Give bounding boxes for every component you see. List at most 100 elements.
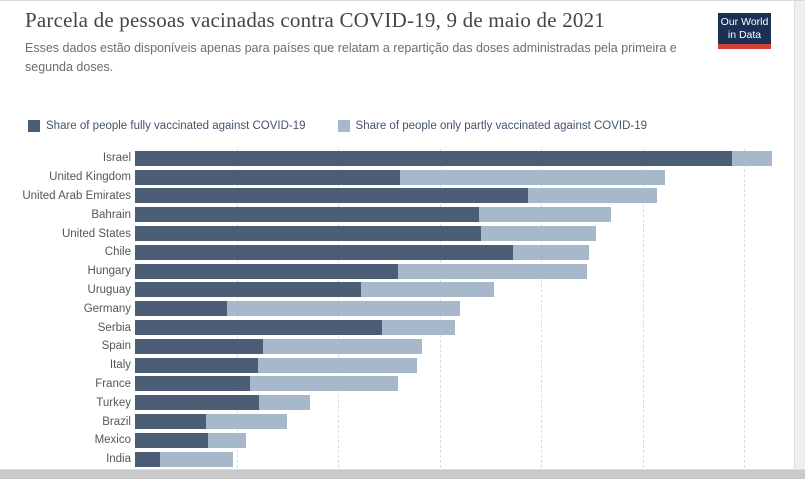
bar-fully-segment[interactable] (135, 244, 513, 260)
chart-row: Brazil (0, 412, 791, 431)
bar-group (135, 338, 423, 354)
country-label: Serbia (97, 321, 131, 334)
chart-row: Spain (0, 337, 791, 356)
owid-logo-line2: in Data (727, 28, 762, 41)
page-subtitle: Esses dados estão disponíveis apenas par… (25, 41, 677, 75)
country-label: Germany (83, 302, 131, 315)
bar-fully-segment[interactable] (135, 320, 382, 336)
bar-group (135, 263, 587, 279)
bar-fully-segment[interactable] (135, 376, 250, 392)
country-label: United Kingdom (49, 171, 131, 184)
bar-fully-segment[interactable] (135, 301, 228, 317)
gridline (541, 149, 542, 468)
bar-group (135, 432, 246, 448)
chart-row: Chile (0, 243, 791, 262)
gridline (642, 149, 644, 468)
bar-group (135, 282, 495, 298)
chart-row: Serbia (0, 318, 791, 337)
country-label: Israel (102, 152, 131, 165)
country-label: United Arab Emirates (22, 189, 131, 202)
bar-chart: Israel United Kingdom United Arab Emirat… (0, 149, 791, 470)
legend-swatch-icon (337, 120, 350, 132)
chart-row: Italy (0, 356, 791, 375)
legend-item-label: Share of people only partly vaccinated a… (355, 120, 648, 132)
bar-partly-segment[interactable] (160, 451, 234, 467)
bar-group (135, 414, 288, 430)
legend-swatch-icon (28, 120, 40, 132)
bar-partly-segment[interactable] (257, 357, 418, 373)
bar-fully-segment[interactable] (135, 263, 398, 279)
vertical-scrollbar[interactable] (794, 1, 805, 470)
bar-partly-segment[interactable] (249, 376, 398, 392)
country-label: Hungary (87, 265, 131, 278)
chart-row: France (0, 375, 791, 394)
chart-row: Uruguay (0, 281, 791, 300)
bar-fully-segment[interactable] (135, 188, 528, 204)
chart-row: Hungary (0, 262, 791, 281)
chart-rows: Israel United Kingdom United Arab Emirat… (0, 149, 791, 469)
legend-item: Share of people fully vaccinated against… (28, 120, 306, 132)
bar-partly-segment[interactable] (258, 395, 310, 411)
chart-row: India (0, 450, 791, 469)
chart-row: United Kingdom (0, 168, 791, 187)
bar-partly-segment[interactable] (512, 244, 589, 260)
bar-group (135, 169, 665, 185)
chart-row: Israel (0, 149, 791, 168)
bar-partly-segment[interactable] (208, 432, 246, 448)
legend-item: Share of people only partly vaccinated a… (337, 120, 648, 132)
chart-row: Bahrain (0, 205, 791, 224)
legend-item-label: Share of people fully vaccinated against… (46, 120, 306, 132)
chart-row: Mexico (0, 431, 791, 450)
bar-fully-segment[interactable] (135, 451, 161, 467)
bar-fully-segment[interactable] (135, 432, 209, 448)
bar-partly-segment[interactable] (227, 301, 460, 317)
bar-group (135, 226, 596, 242)
bar-partly-segment[interactable] (731, 150, 773, 166)
bar-partly-segment[interactable] (397, 263, 587, 279)
horizontal-scrollbar[interactable] (0, 469, 805, 479)
bar-group (135, 188, 657, 204)
page-title: Parcela de pessoas vacinadas contra COVI… (25, 8, 605, 32)
bar-fully-segment[interactable] (135, 414, 207, 430)
country-label: Spain (101, 340, 131, 353)
bar-partly-segment[interactable] (527, 188, 657, 204)
bar-partly-segment[interactable] (479, 207, 612, 223)
bar-group (135, 150, 773, 166)
gridline (744, 149, 745, 468)
bar-fully-segment[interactable] (135, 395, 259, 411)
legend: Share of people fully vaccinated against… (28, 120, 647, 132)
country-label: Italy (109, 359, 131, 372)
bar-partly-segment[interactable] (481, 226, 596, 242)
bar-partly-segment[interactable] (361, 282, 495, 298)
bar-fully-segment[interactable] (135, 357, 258, 373)
bar-partly-segment[interactable] (262, 338, 423, 354)
bar-fully-segment[interactable] (135, 169, 400, 185)
country-label: Chile (104, 246, 131, 259)
country-label: Uruguay (87, 283, 131, 296)
owid-logo[interactable]: Our World in Data (718, 13, 771, 49)
bar-partly-segment[interactable] (381, 320, 455, 336)
bar-group (135, 320, 455, 336)
chart-row: Turkey (0, 393, 791, 412)
bar-fully-segment[interactable] (135, 282, 362, 298)
bar-partly-segment[interactable] (206, 414, 288, 430)
bar-fully-segment[interactable] (135, 207, 480, 223)
bar-group (135, 451, 234, 467)
country-label: India (106, 453, 131, 466)
bar-group (135, 244, 589, 260)
owid-logo-line1: Our World (720, 15, 769, 28)
bar-group (135, 207, 612, 223)
bar-partly-segment[interactable] (399, 169, 665, 185)
chart-row: United Arab Emirates (0, 187, 791, 206)
bar-fully-segment[interactable] (135, 338, 263, 354)
country-label: United States (61, 227, 131, 240)
bar-fully-segment[interactable] (135, 226, 482, 242)
bar-group (135, 395, 310, 411)
country-label: Brazil (102, 415, 131, 428)
country-label: Turkey (96, 396, 131, 409)
bar-fully-segment[interactable] (135, 150, 732, 166)
bar-group (135, 357, 418, 373)
chart-row: United States (0, 224, 791, 243)
country-label: Mexico (94, 434, 131, 447)
